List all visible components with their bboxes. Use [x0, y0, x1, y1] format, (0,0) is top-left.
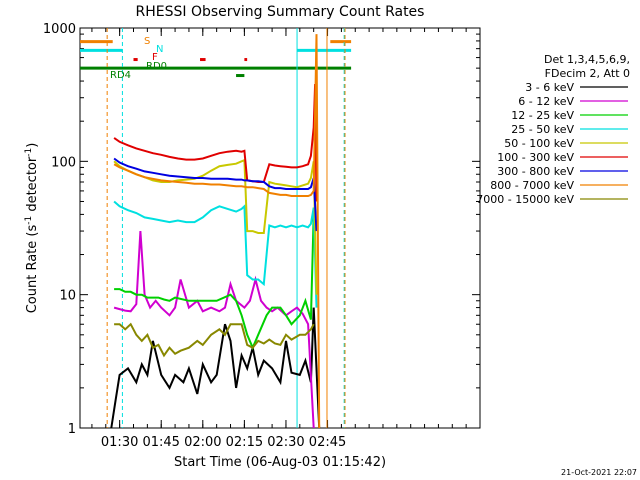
- legend-label: 800 - 7000 keV: [490, 179, 574, 192]
- x-axis-ticks: 01:30 01:45 02:00 02:15 02:30 02:45: [91, 28, 467, 450]
- y-tick-label: 1: [68, 422, 76, 437]
- flag-label-n: N: [156, 44, 163, 55]
- legend-label: 7000 - 15000 keV: [476, 193, 574, 206]
- legend-label: 50 - 100 keV: [504, 137, 574, 150]
- legend-label: 300 - 800 keV: [497, 165, 574, 178]
- y-tick-label: 100: [51, 155, 76, 170]
- legend-label: 3 - 6 keV: [525, 81, 574, 94]
- x-tick-label: 02:30: [267, 435, 304, 450]
- series-line-2: [114, 214, 315, 351]
- x-tick-label: 02:00: [184, 435, 221, 450]
- legend-label: 6 - 12 keV: [518, 95, 574, 108]
- series-line-8: [114, 322, 315, 358]
- x-tick-label: 01:30: [101, 435, 138, 450]
- x-tick-label: 01:45: [142, 435, 179, 450]
- x-tick-label: 02:45: [309, 435, 346, 450]
- vertical-markers: [106, 28, 346, 428]
- legend-label: 12 - 25 keV: [511, 109, 574, 122]
- y-axis-label-tail: detector: [25, 156, 40, 216]
- plot-frame: [79, 27, 481, 429]
- flag-bars: [80, 40, 352, 78]
- legend-header-line-1: Det 1,3,4,5,6,9,: [544, 53, 630, 66]
- x-axis-label: Start Time (06-Aug-03 01:15:42): [174, 455, 386, 470]
- flag-label-f: F: [152, 52, 158, 63]
- y-tick-label: 10: [59, 289, 76, 304]
- series-line-3: [113, 200, 318, 308]
- flag-label-rd4: RD4: [110, 70, 131, 81]
- y-axis-ticks: 1 10 100 1000: [43, 22, 480, 437]
- y-axis-label: Count Rate (s-1 detector-1): [24, 143, 40, 314]
- y-tick-label: 1000: [43, 22, 76, 37]
- series-lines: [110, 34, 321, 429]
- series-line-7: [113, 34, 321, 429]
- series-line-0: [110, 307, 321, 429]
- x-tick-label: 02:15: [226, 435, 263, 450]
- legend: Det 1,3,4,5,6,9, FDecim 2, Att 0 3 - 6 k…: [476, 53, 630, 206]
- y-axis-label-exp: -1: [24, 216, 34, 225]
- series-line-1: [113, 231, 315, 429]
- series-line-6: [113, 157, 318, 232]
- footer-timestamp: 21-Oct-2021 22:07: [561, 468, 637, 477]
- series-line-4: [113, 158, 318, 295]
- legend-label: 100 - 300 keV: [497, 151, 574, 164]
- flag-label-rd0: RD0: [146, 61, 167, 72]
- y-axis-label-main: Count Rate (s: [25, 225, 40, 314]
- flag-label-s: S: [144, 36, 150, 47]
- series-line-5: [113, 83, 318, 202]
- y-axis-label-exp2: -1: [24, 148, 34, 157]
- chart-title: RHESSI Observing Summary Count Rates: [136, 4, 425, 20]
- legend-header-line-2: FDecim 2, Att 0: [545, 67, 630, 80]
- legend-label: 25 - 50 keV: [511, 123, 574, 136]
- y-axis-label-close: ): [25, 143, 40, 148]
